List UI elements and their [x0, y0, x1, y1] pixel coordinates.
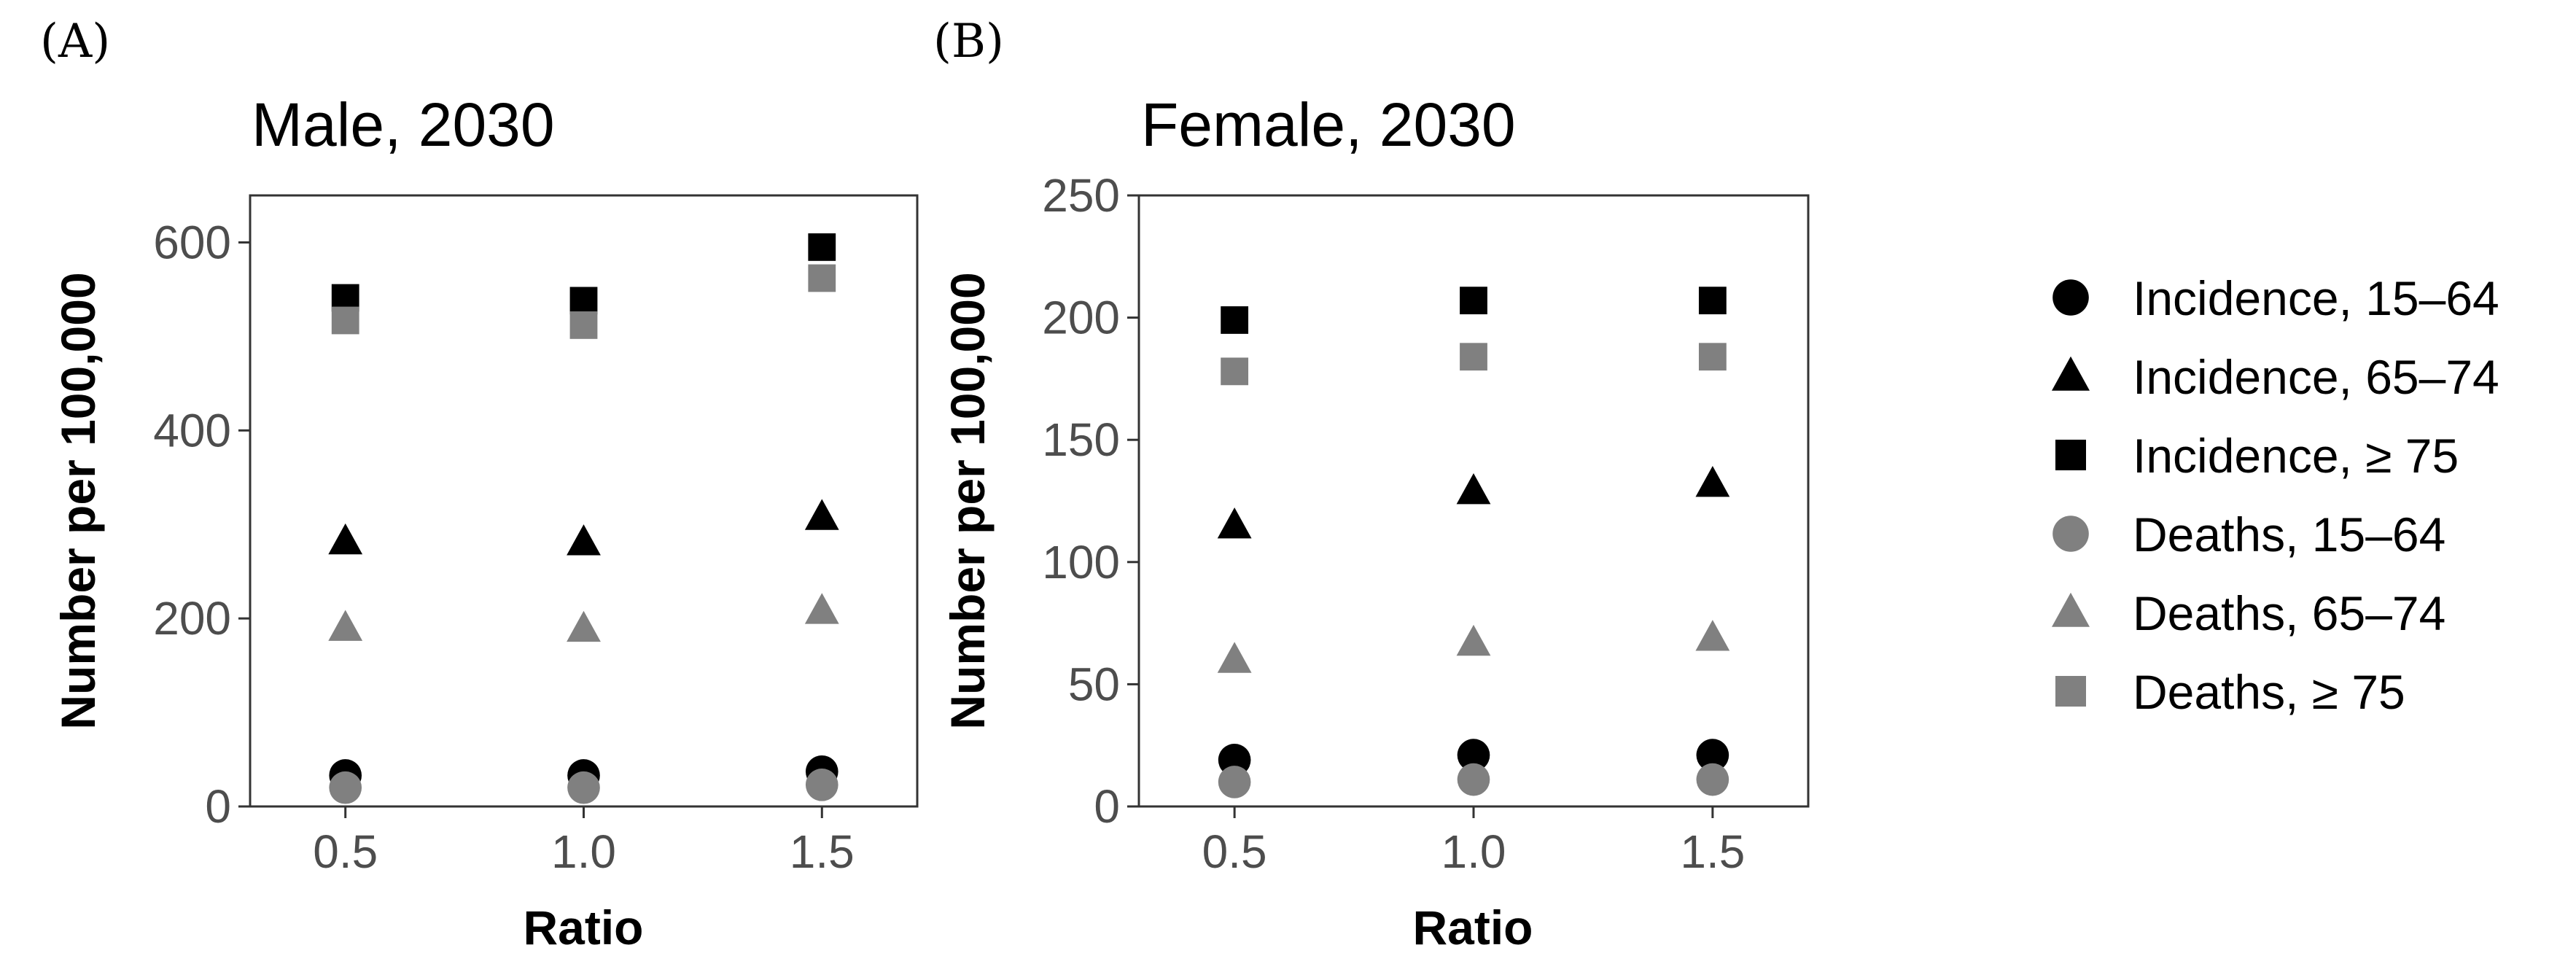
panel-b-y-axis-title: Number per 100,000	[941, 272, 995, 729]
y-tick-label: 600	[153, 216, 231, 268]
x-tick-label: 0.5	[1202, 825, 1267, 878]
data-point-circle	[1457, 739, 1490, 771]
data-point-triangle	[1695, 620, 1730, 651]
legend-square-key	[2055, 440, 2086, 470]
data-point-triangle	[1695, 465, 1730, 497]
data-point-circle	[329, 771, 362, 804]
legend-circle-key	[2052, 279, 2089, 316]
x-tick-label: 1.5	[790, 825, 855, 878]
data-point-triangle	[567, 524, 601, 556]
legend-label: Incidence, 15–64	[2133, 271, 2499, 325]
data-point-circle	[567, 771, 600, 804]
y-tick-label: 150	[1042, 413, 1120, 466]
data-point-triangle	[567, 610, 601, 642]
data-point-triangle	[1456, 473, 1491, 505]
legend-square-key	[2055, 676, 2086, 707]
y-tick-label: 100	[1042, 536, 1120, 588]
data-point-triangle	[328, 610, 363, 641]
data-point-square	[1698, 287, 1727, 315]
data-point-square	[1221, 306, 1249, 334]
legend-label: Incidence, ≥ 75	[2133, 429, 2459, 483]
data-point-triangle	[1456, 624, 1491, 656]
data-point-circle	[1696, 739, 1729, 771]
legend-label: Incidence, 65–74	[2133, 350, 2499, 404]
panel-a-y-ticks: 0 200 400 600	[153, 216, 250, 833]
data-point-triangle	[804, 593, 839, 624]
data-point-circle	[1696, 763, 1729, 796]
data-point-triangle	[804, 499, 839, 530]
data-point-triangle	[1217, 507, 1252, 539]
data-point-square	[808, 264, 836, 292]
legend-circle-key	[2052, 516, 2089, 552]
panel-a-letter: (A)	[40, 15, 110, 69]
data-point-square	[569, 311, 598, 339]
legend-label: Deaths, ≥ 75	[2133, 665, 2405, 719]
x-tick-label: 1.5	[1680, 825, 1745, 878]
panel-b-points	[1217, 287, 1730, 798]
data-point-square	[1221, 357, 1249, 386]
legend-label: Deaths, 65–74	[2133, 586, 2445, 640]
legend-triangle-key	[2052, 592, 2090, 627]
y-tick-label: 50	[1068, 658, 1120, 710]
y-tick-label: 200	[1042, 292, 1120, 344]
panel-a-title: Male, 2030	[252, 90, 555, 159]
x-tick-label: 0.5	[313, 825, 378, 878]
panel-b: (B) Female, 2030 0 50 100 150 200 250 0.5 1.0 1…	[933, 15, 1810, 954]
panel-b-x-axis-title: Ratio	[1413, 901, 1533, 954]
data-point-square	[1460, 343, 1487, 371]
data-point-square	[331, 306, 359, 335]
data-point-square	[1460, 287, 1487, 315]
panel-a-points	[328, 233, 839, 804]
panel-b-title: Female, 2030	[1141, 90, 1516, 159]
data-point-square	[1698, 343, 1727, 371]
panel-b-x-ticks: 0.5 1.0 1.5	[1202, 806, 1745, 878]
panel-a-y-axis-title: Number per 100,000	[51, 272, 105, 729]
panel-a-x-axis-title: Ratio	[524, 901, 644, 954]
panel-b-y-ticks: 0 50 100 150 200 250	[1042, 169, 1139, 833]
data-point-circle	[1218, 766, 1251, 798]
data-point-circle	[1457, 763, 1490, 796]
y-tick-label: 0	[1094, 780, 1120, 833]
x-tick-label: 1.0	[551, 825, 616, 878]
data-point-triangle	[328, 523, 363, 555]
y-tick-label: 200	[153, 592, 231, 645]
data-point-square	[808, 233, 836, 261]
legend-label: Deaths, 15–64	[2133, 508, 2445, 561]
panel-a-x-ticks: 0.5 1.0 1.5	[313, 806, 855, 878]
data-point-circle	[805, 769, 838, 801]
legend: Incidence, 15–64 Incidence, 65–74 Incidenc…	[2052, 271, 2499, 719]
x-tick-label: 1.0	[1441, 825, 1506, 878]
y-tick-label: 400	[153, 404, 231, 456]
data-point-square	[569, 287, 598, 315]
legend-triangle-key	[2052, 356, 2090, 391]
y-tick-label: 250	[1042, 169, 1120, 222]
y-tick-label: 0	[205, 780, 231, 833]
panel-b-letter: (B)	[933, 15, 1004, 69]
panel-a: (A) Male, 2030 0 200 400 600 0.5 1.0 1.5 Rati…	[40, 15, 919, 954]
data-point-triangle	[1217, 642, 1252, 673]
